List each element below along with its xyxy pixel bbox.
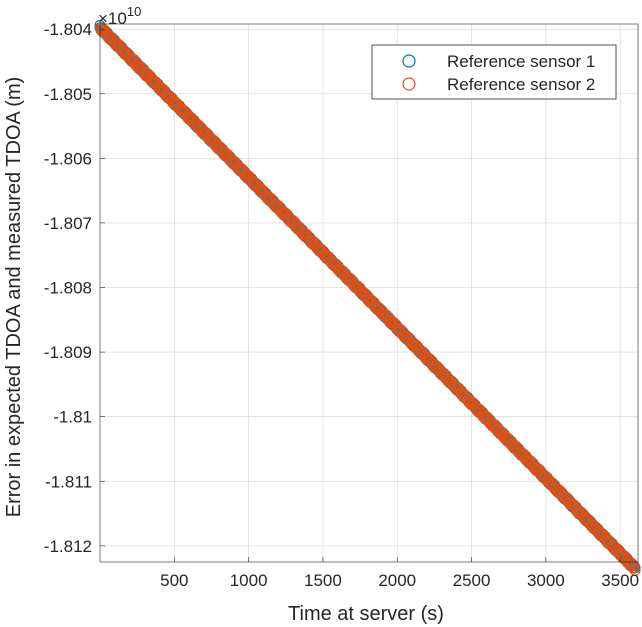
y-tick-label: -1.809 — [44, 343, 92, 362]
x-tick-label: 3500 — [601, 571, 639, 590]
legend-label-reference-sensor-2: Reference sensor 2 — [447, 75, 595, 94]
y-tick-label: -1.811 — [45, 472, 92, 491]
y-tick-label: -1.807 — [44, 214, 92, 233]
legend-label-reference-sensor-1: Reference sensor 1 — [447, 52, 595, 71]
x-tick-label: 1000 — [230, 571, 268, 590]
scatter-points — [94, 19, 641, 576]
y-exponent-label: ×1010 — [98, 4, 141, 28]
y-tick-label: -1.812 — [44, 537, 92, 556]
grid — [100, 24, 638, 562]
y-tick-label: -1.805 — [44, 85, 92, 104]
y-tick-label: -1.806 — [44, 149, 92, 168]
data-point — [629, 564, 641, 576]
x-axis-label: Time at server (s) — [288, 603, 444, 625]
y-tick-label: -1.804 — [44, 20, 92, 39]
legend: Reference sensor 1 Reference sensor 2 — [371, 44, 617, 100]
x-tick-label: 2500 — [453, 571, 491, 590]
x-tick-label: 2000 — [378, 571, 416, 590]
legend-marker-reference-sensor-1 — [402, 54, 416, 68]
x-axis-ticks: 500 1000 1500 2000 2500 3000 3500 — [160, 557, 639, 590]
x-tick-label: 500 — [160, 571, 188, 590]
y-exponent-times: ×10 — [98, 9, 127, 28]
series-2 — [94, 22, 641, 576]
y-axis-label: Error in expected TDOA and measured TDOA… — [3, 77, 25, 518]
x-tick-label: 1500 — [304, 571, 342, 590]
y-exponent-power: 10 — [127, 4, 141, 19]
y-axis-ticks: -1.804 -1.805 -1.806 -1.807 -1.808 -1.809 -1.8… — [44, 20, 105, 556]
legend-marker-reference-sensor-2 — [402, 77, 416, 91]
plot-area — [99, 23, 639, 563]
y-tick-label: -1.808 — [44, 279, 92, 298]
x-tick-label: 3000 — [527, 571, 565, 590]
y-tick-label: -1.81 — [53, 408, 92, 427]
legend-box — [371, 44, 617, 100]
